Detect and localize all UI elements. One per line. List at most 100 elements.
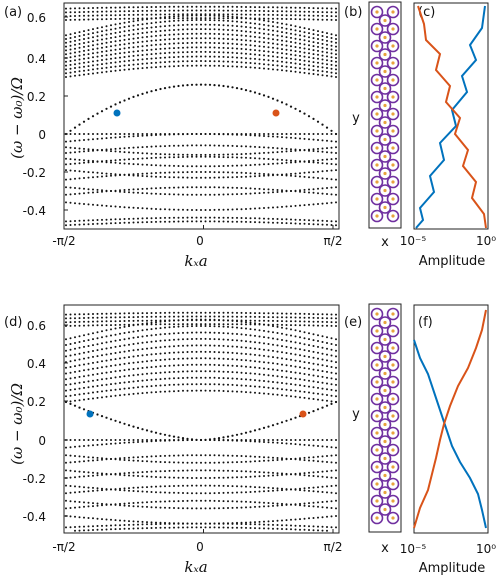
band-point — [83, 14, 85, 17]
band-point — [177, 46, 180, 49]
band-point — [168, 383, 171, 386]
band-point — [276, 527, 279, 530]
band-point — [128, 381, 130, 383]
band-point — [276, 47, 279, 50]
band-point — [110, 389, 112, 392]
band-point — [191, 331, 193, 334]
band-point — [285, 189, 288, 192]
band-point — [141, 490, 144, 493]
band-point — [128, 59, 130, 62]
band-point — [164, 61, 166, 64]
band-point — [92, 10, 94, 13]
band-point — [209, 220, 211, 223]
band-point — [317, 7, 319, 10]
band-point — [83, 475, 85, 478]
band-point — [299, 316, 301, 319]
band-point — [92, 223, 94, 225]
band-point — [177, 351, 180, 354]
band-point — [101, 439, 103, 441]
band-point — [177, 319, 180, 322]
band-point — [281, 375, 283, 378]
band-point — [209, 9, 211, 12]
band-point — [236, 61, 238, 64]
band-point — [177, 476, 180, 479]
band-point — [312, 313, 315, 316]
band-point — [87, 191, 90, 194]
band-point — [249, 359, 252, 362]
band-point — [164, 526, 166, 529]
band-point — [87, 392, 90, 395]
band-point — [330, 491, 333, 494]
band-point — [326, 55, 328, 58]
band-point — [177, 364, 180, 367]
band-point — [281, 320, 283, 323]
band-point — [78, 223, 81, 226]
lattice-ring — [386, 358, 400, 372]
band-point — [123, 332, 126, 334]
edge-state-point — [141, 428, 144, 431]
band-point — [87, 138, 90, 141]
band-point — [276, 472, 279, 475]
band-point — [276, 487, 279, 490]
band-point — [263, 146, 265, 149]
band-point — [168, 339, 171, 342]
band-point — [119, 489, 121, 492]
band-point — [231, 164, 234, 167]
band-point — [191, 522, 193, 525]
plot-frame-f — [413, 304, 489, 534]
band-point — [254, 366, 256, 369]
band-point — [159, 13, 162, 16]
band-point — [240, 500, 243, 503]
band-point — [258, 9, 261, 12]
band-point — [119, 357, 121, 360]
band-point — [159, 153, 162, 156]
band-point — [330, 201, 333, 204]
band-point — [146, 57, 148, 60]
edge-state-point — [289, 418, 293, 421]
band-point — [272, 362, 274, 365]
band-point — [308, 355, 310, 358]
band-point — [213, 461, 216, 464]
band-point — [182, 186, 184, 189]
edge-state-point — [150, 430, 153, 433]
band-point — [227, 38, 229, 40]
band-point — [195, 220, 198, 223]
band-point — [119, 394, 121, 397]
band-point — [159, 523, 162, 525]
band-point — [267, 33, 270, 36]
band-point — [159, 485, 162, 488]
band-point — [326, 63, 328, 66]
band-point — [110, 528, 112, 531]
band-point — [78, 11, 81, 14]
band-point — [321, 18, 324, 21]
band-point — [83, 30, 85, 33]
band-point — [65, 338, 67, 341]
band-point — [200, 337, 202, 340]
band-point — [249, 44, 252, 47]
band-point — [258, 505, 261, 508]
band-point — [285, 57, 288, 60]
band-point — [249, 323, 252, 326]
band-point — [285, 161, 288, 164]
band-point — [236, 485, 238, 488]
band-point — [276, 51, 279, 54]
band-point — [335, 140, 337, 143]
band-point — [240, 17, 243, 20]
band-point — [83, 18, 85, 21]
band-point — [227, 65, 229, 68]
band-point — [330, 500, 333, 503]
band-point — [254, 152, 256, 155]
band-point — [168, 526, 171, 529]
band-point — [222, 51, 225, 54]
band-point — [258, 501, 261, 504]
band-point — [159, 339, 162, 342]
lattice-ring — [378, 184, 392, 197]
band-point — [303, 47, 306, 50]
band-point — [240, 21, 243, 24]
band-point — [65, 163, 67, 166]
band-point — [69, 454, 72, 457]
band-point — [168, 42, 171, 45]
band-point — [330, 515, 333, 518]
band-point — [159, 323, 162, 326]
band-point — [155, 175, 157, 178]
